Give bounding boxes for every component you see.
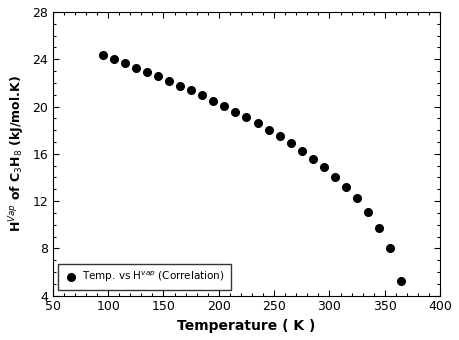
- Temp. vs H$^{vap}$ (Correlation): [133, 66, 139, 70]
- Temp. vs H$^{vap}$ (Correlation): [166, 79, 172, 83]
- Temp. vs H$^{vap}$ (Correlation): [354, 197, 360, 201]
- Temp. vs H$^{vap}$ (Correlation): [299, 149, 305, 153]
- Temp. vs H$^{vap}$ (Correlation): [255, 121, 260, 125]
- Temp. vs H$^{vap}$ (Correlation): [200, 94, 205, 98]
- Temp. vs H$^{vap}$ (Correlation): [277, 134, 282, 138]
- Temp. vs H$^{vap}$ (Correlation): [376, 225, 382, 230]
- Temp. vs H$^{vap}$ (Correlation): [100, 53, 106, 57]
- Temp. vs H$^{vap}$ (Correlation): [111, 57, 117, 61]
- Temp. vs H$^{vap}$ (Correlation): [398, 279, 404, 283]
- Temp. vs H$^{vap}$ (Correlation): [288, 141, 293, 146]
- Temp. vs H$^{vap}$ (Correlation): [211, 99, 216, 103]
- Temp. vs H$^{vap}$ (Correlation): [387, 246, 393, 250]
- Legend: Temp. vs H$^{vap}$ (Correlation): Temp. vs H$^{vap}$ (Correlation): [58, 264, 231, 290]
- Temp. vs H$^{vap}$ (Correlation): [365, 210, 371, 214]
- Temp. vs H$^{vap}$ (Correlation): [244, 115, 249, 119]
- Temp. vs H$^{vap}$ (Correlation): [343, 185, 349, 189]
- Temp. vs H$^{vap}$ (Correlation): [122, 61, 128, 65]
- Y-axis label: H$^{Vap}$ of C$_3$H$_8$ (kJ/mol.K): H$^{Vap}$ of C$_3$H$_8$ (kJ/mol.K): [7, 75, 27, 232]
- Temp. vs H$^{vap}$ (Correlation): [332, 175, 338, 179]
- Temp. vs H$^{vap}$ (Correlation): [177, 84, 183, 88]
- Temp. vs H$^{vap}$ (Correlation): [233, 109, 238, 114]
- Temp. vs H$^{vap}$ (Correlation): [266, 128, 271, 132]
- Temp. vs H$^{vap}$ (Correlation): [188, 88, 194, 92]
- Temp. vs H$^{vap}$ (Correlation): [310, 157, 316, 161]
- Temp. vs H$^{vap}$ (Correlation): [222, 104, 227, 108]
- X-axis label: Temperature ( K ): Temperature ( K ): [177, 319, 316, 333]
- Temp. vs H$^{vap}$ (Correlation): [321, 165, 327, 169]
- Temp. vs H$^{vap}$ (Correlation): [144, 70, 150, 74]
- Line: Temp. vs H$^{vap}$ (Correlation): Temp. vs H$^{vap}$ (Correlation): [99, 51, 405, 285]
- Temp. vs H$^{vap}$ (Correlation): [155, 74, 161, 79]
